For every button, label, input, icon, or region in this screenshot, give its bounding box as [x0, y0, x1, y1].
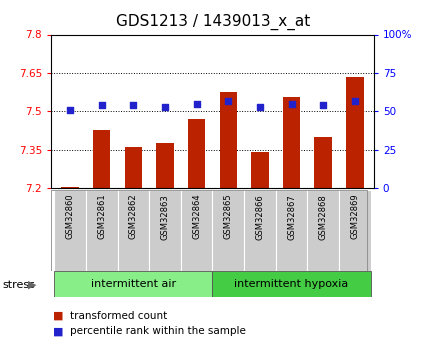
Text: GSM32868: GSM32868	[319, 194, 328, 239]
Bar	[213, 271, 371, 297]
Text: GSM32864: GSM32864	[192, 194, 201, 239]
Point	[320, 102, 327, 108]
Bar	[181, 190, 213, 271]
Bar	[346, 77, 364, 188]
Text: GSM32866: GSM32866	[255, 194, 264, 239]
Bar	[61, 187, 79, 188]
Text: intermittent air: intermittent air	[91, 279, 176, 289]
Text: GSM32860: GSM32860	[66, 194, 75, 239]
Text: transformed count: transformed count	[70, 311, 168, 321]
Bar	[125, 147, 142, 188]
Text: ■: ■	[53, 311, 64, 321]
Point	[225, 98, 232, 103]
Text: ▶: ▶	[28, 280, 36, 289]
Bar	[213, 190, 244, 271]
Point	[193, 101, 200, 106]
Point	[130, 102, 137, 108]
Text: GSM32865: GSM32865	[224, 194, 233, 239]
Bar	[54, 190, 86, 271]
Point	[162, 104, 169, 109]
Text: intermittent hypoxia: intermittent hypoxia	[235, 279, 349, 289]
Bar	[307, 190, 339, 271]
Point	[351, 98, 358, 103]
Text: GSM32863: GSM32863	[161, 194, 170, 239]
Bar	[188, 119, 206, 188]
Text: GDS1213 / 1439013_x_at: GDS1213 / 1439013_x_at	[117, 14, 311, 30]
Point	[98, 102, 105, 108]
Bar	[156, 143, 174, 188]
Text: percentile rank within the sample: percentile rank within the sample	[70, 326, 246, 336]
Bar	[251, 152, 269, 188]
Bar	[315, 137, 332, 188]
Text: GSM32861: GSM32861	[97, 194, 106, 239]
Bar	[149, 190, 181, 271]
Bar	[339, 190, 371, 271]
Text: stress: stress	[2, 280, 35, 289]
Text: GSM32867: GSM32867	[287, 194, 296, 239]
Bar	[54, 271, 213, 297]
Bar	[86, 190, 117, 271]
Point	[256, 104, 263, 109]
Bar	[117, 190, 149, 271]
Bar	[276, 190, 307, 271]
Point	[67, 107, 74, 112]
Bar	[283, 97, 300, 188]
Text: GSM32862: GSM32862	[129, 194, 138, 239]
Bar	[244, 190, 276, 271]
Point	[288, 101, 295, 106]
Bar	[219, 92, 237, 188]
Text: GSM32869: GSM32869	[350, 194, 359, 239]
Text: ■: ■	[53, 326, 64, 336]
Bar	[93, 130, 110, 188]
